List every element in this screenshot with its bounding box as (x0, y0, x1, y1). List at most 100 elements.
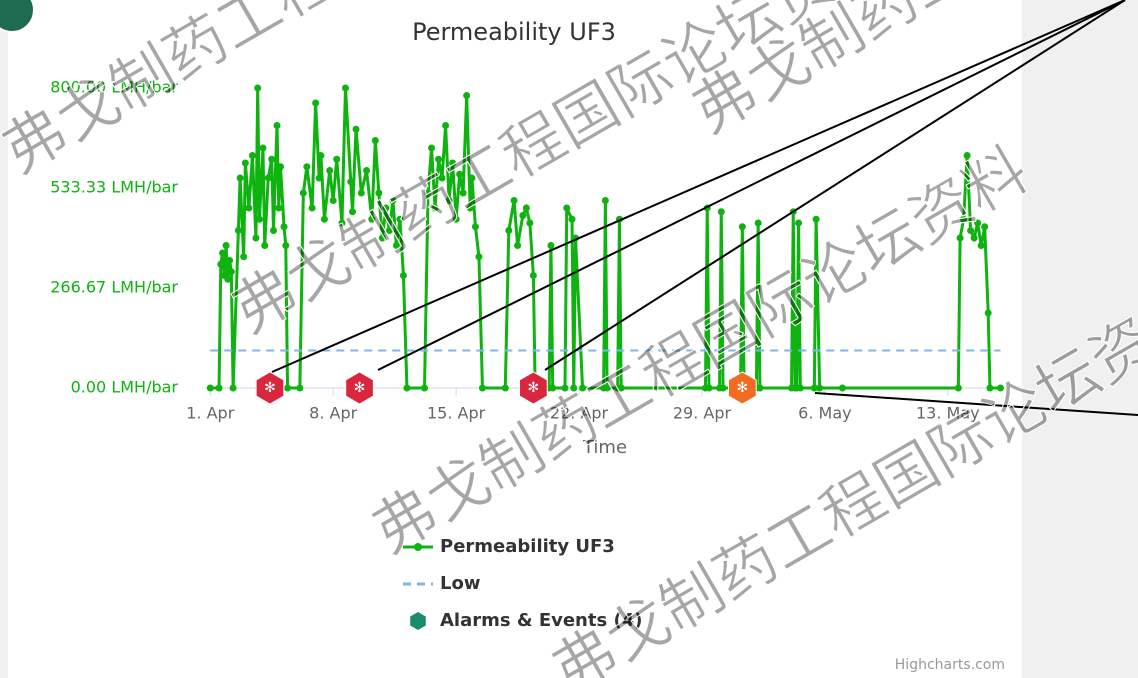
point (570, 384, 578, 392)
point (396, 215, 404, 223)
annotation-arrows (271, 0, 1138, 416)
y-tick-label: 0.00 LMH/bar (71, 378, 179, 397)
alarm-icon: ✻ (354, 380, 366, 396)
x-tick-label: 22. Apr (550, 404, 609, 423)
point (375, 189, 383, 197)
point (719, 384, 727, 392)
y-tick-label: 533.33 LMH/bar (50, 178, 178, 197)
point (984, 309, 992, 317)
point (261, 242, 269, 249)
point (738, 223, 746, 231)
point (282, 242, 290, 249)
point (269, 227, 277, 234)
x-tick-label: 15. Apr (427, 404, 486, 423)
alarm-marker (727, 371, 757, 405)
point (252, 234, 260, 242)
point (442, 122, 450, 129)
point (347, 178, 355, 186)
alarm-marker (345, 371, 374, 405)
point (717, 208, 725, 216)
point (838, 384, 846, 392)
point (382, 204, 390, 212)
point (471, 223, 479, 231)
point (522, 204, 530, 212)
chart-background (8, 0, 1022, 678)
alarm-icon: ✻ (736, 380, 748, 396)
point (514, 242, 522, 249)
point (756, 384, 764, 392)
point (603, 384, 611, 392)
point (326, 167, 334, 174)
point (431, 204, 439, 212)
point (308, 204, 316, 212)
point (392, 242, 400, 249)
x-tick-label: 13. May (916, 404, 980, 423)
legend-label: Permeability UF3 (440, 536, 615, 557)
point (967, 227, 975, 234)
point (403, 384, 411, 392)
point (452, 215, 460, 223)
point (963, 152, 971, 159)
point (547, 242, 555, 249)
point (352, 125, 360, 133)
point (284, 384, 292, 392)
legend-symbol (410, 612, 426, 630)
x-tick-label: 8. Apr (309, 404, 357, 423)
point (812, 215, 820, 223)
point (795, 219, 803, 227)
alarm-marker (255, 371, 285, 405)
point (217, 260, 225, 268)
point (368, 215, 376, 223)
point (510, 197, 518, 204)
point (579, 384, 587, 392)
point (312, 99, 320, 107)
point (424, 189, 432, 197)
point (466, 204, 474, 212)
legend-label: Low (440, 573, 480, 594)
point (977, 242, 985, 249)
point (254, 84, 262, 92)
point (264, 174, 272, 182)
point (268, 155, 276, 163)
point (222, 242, 230, 249)
point (259, 144, 267, 152)
point (475, 253, 483, 261)
point (463, 92, 471, 99)
point (459, 189, 467, 197)
x-tick-label: 29. Apr (673, 404, 732, 423)
point (329, 197, 337, 204)
point (226, 257, 234, 264)
arrow (271, 0, 1126, 373)
point (234, 227, 242, 234)
point (505, 227, 513, 234)
point (317, 152, 325, 159)
point (236, 174, 244, 182)
point (421, 384, 429, 392)
point (363, 167, 371, 174)
point (601, 197, 609, 204)
point (240, 253, 248, 261)
point (280, 223, 288, 231)
point (816, 384, 824, 392)
point (501, 384, 509, 392)
point (341, 84, 349, 92)
point (754, 219, 762, 227)
point (996, 384, 1004, 392)
legend-symbol (414, 543, 422, 551)
y-tick-label: 800.00 LMH/bar (50, 78, 178, 97)
warning-icon[interactable] (0, 0, 35, 33)
point (449, 159, 457, 167)
point (277, 163, 285, 171)
point (954, 384, 962, 392)
point (970, 234, 978, 242)
x-tick-label: 1. Apr (186, 404, 234, 423)
point (219, 249, 227, 257)
point (371, 137, 379, 144)
point (478, 384, 486, 392)
point (385, 227, 393, 234)
point (568, 215, 576, 223)
chart-title: Permeability UF3 (412, 18, 616, 46)
point (617, 384, 625, 392)
point (315, 174, 323, 182)
